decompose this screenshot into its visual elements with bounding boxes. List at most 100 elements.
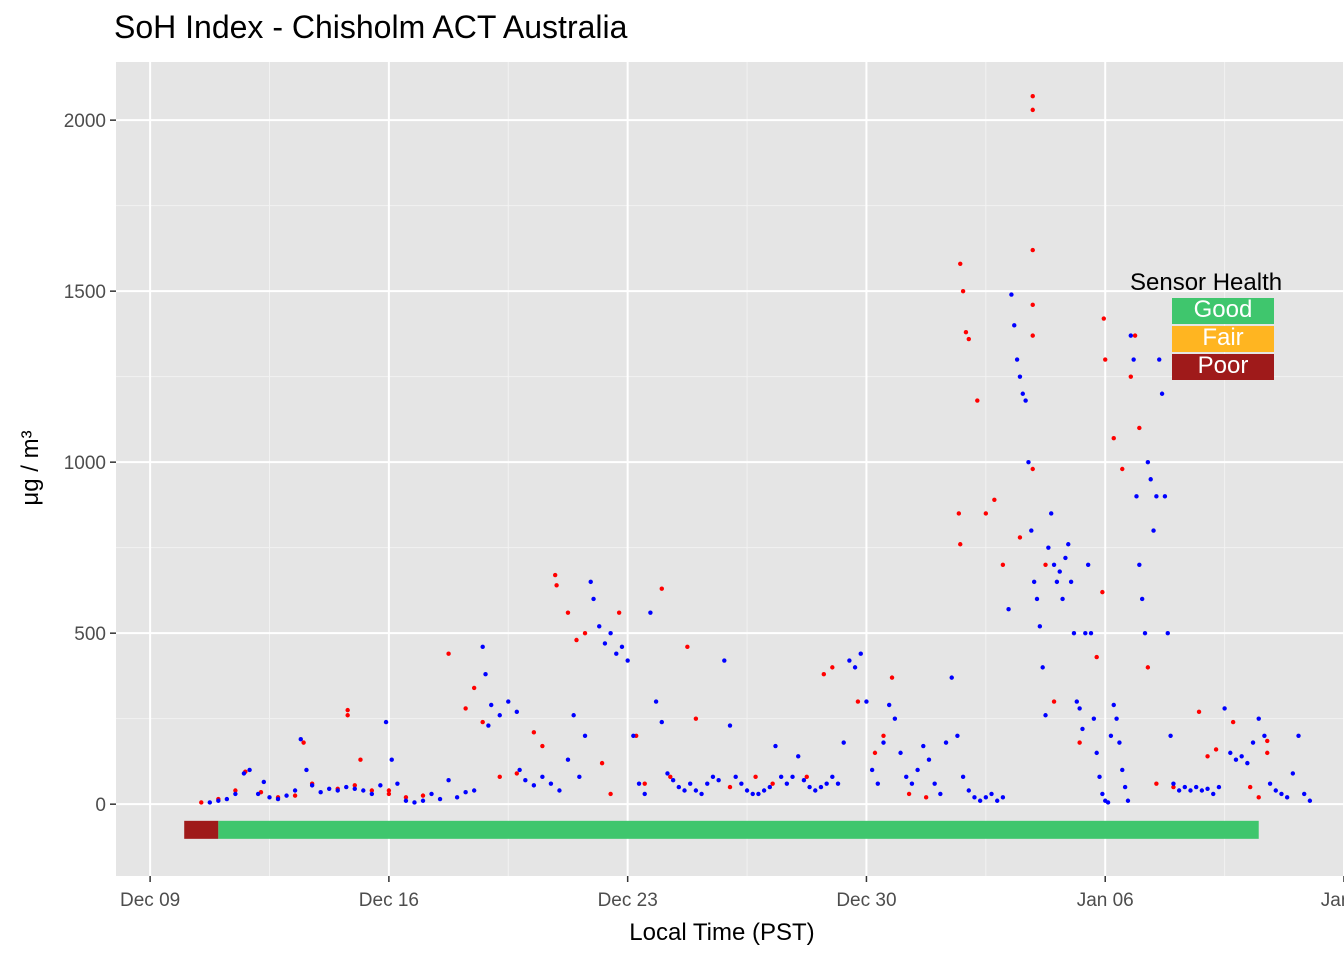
data-point (960, 774, 966, 780)
data-point (977, 798, 983, 803)
data-point (489, 702, 494, 708)
data-point (233, 791, 238, 797)
data-point (1196, 709, 1202, 715)
data-point (1100, 589, 1105, 595)
data-point (1134, 494, 1139, 499)
data-point (292, 788, 298, 793)
data-point (275, 796, 281, 802)
grid-lines (116, 62, 1344, 876)
data-point (1222, 706, 1227, 711)
data-point (540, 743, 545, 749)
data-point (872, 750, 878, 756)
data-point (1101, 316, 1107, 321)
data-point (869, 767, 875, 773)
data-point (361, 788, 366, 793)
data-point (966, 788, 971, 793)
data-point (582, 630, 588, 636)
data-point (577, 774, 582, 780)
data-point (975, 398, 980, 403)
data-point (830, 665, 835, 670)
data-point (571, 713, 576, 718)
data-point (1100, 791, 1105, 797)
data-point (739, 781, 744, 786)
data-point (420, 793, 426, 798)
data-point (1307, 798, 1313, 803)
data-point (1176, 788, 1182, 793)
data-point (636, 781, 642, 786)
data-point (1151, 528, 1156, 533)
data-point (778, 774, 784, 780)
data-point (767, 784, 772, 790)
data-point (631, 733, 636, 738)
data-point (892, 716, 898, 721)
data-point (733, 774, 738, 780)
data-point (926, 757, 932, 762)
data-point (818, 784, 824, 790)
data-point (1230, 719, 1236, 725)
data-point (358, 757, 363, 762)
data-point (750, 791, 755, 797)
data-point (1171, 784, 1176, 790)
data-point (835, 781, 841, 786)
data-point (756, 791, 761, 797)
data-point (909, 781, 915, 786)
x-tick-label: Jan 1 (1321, 890, 1344, 911)
x-tick-label: Dec 30 (836, 890, 896, 911)
data-point (955, 733, 960, 738)
health-bar (184, 820, 1259, 839)
data-point (960, 288, 966, 294)
data-point (446, 651, 451, 656)
data-point (1302, 791, 1307, 797)
data-point (386, 791, 392, 797)
data-point (1120, 466, 1125, 472)
data-point (1267, 781, 1273, 786)
data-point (1239, 754, 1244, 759)
data-point (480, 644, 485, 650)
data-point (1014, 357, 1020, 362)
data-point (847, 658, 852, 663)
data-point (1097, 774, 1102, 780)
data-point (889, 675, 895, 680)
data-point (989, 791, 994, 797)
data-point (454, 795, 460, 800)
data-point (1125, 798, 1131, 803)
data-point (523, 778, 528, 783)
data-point (1085, 562, 1091, 567)
data-point (309, 783, 315, 788)
data-point (744, 788, 750, 793)
data-point (1137, 425, 1142, 431)
data-point (1148, 477, 1153, 482)
data-point (1142, 630, 1148, 636)
data-point (753, 774, 758, 780)
data-point (224, 796, 230, 802)
data-point (386, 788, 392, 793)
data-point (1154, 781, 1159, 786)
data-point (1020, 391, 1025, 396)
x-axis-title: Local Time (PST) (629, 919, 814, 946)
data-point (1145, 459, 1151, 465)
data-point (1122, 784, 1128, 790)
data-point (966, 336, 971, 342)
data-point (958, 261, 963, 266)
x-tick-label: Dec 16 (359, 890, 419, 911)
data-point (1128, 374, 1134, 379)
data-point (1162, 494, 1168, 499)
data-point (531, 730, 537, 735)
data-point (983, 795, 989, 800)
data-point (1043, 713, 1048, 718)
data-point (241, 771, 247, 776)
data-point (1265, 738, 1270, 744)
data-point (699, 791, 704, 797)
data-point (1023, 398, 1028, 403)
data-point (972, 795, 977, 800)
data-point (548, 781, 554, 786)
data-point (1228, 750, 1233, 756)
data-point (1000, 795, 1006, 800)
legend-key-fair (1172, 326, 1274, 352)
data-point (1216, 784, 1222, 790)
data-point (1205, 754, 1210, 759)
data-point (770, 781, 775, 786)
x-tick-label: Dec 23 (598, 890, 658, 911)
data-point (722, 658, 727, 663)
data-point (1068, 579, 1074, 585)
